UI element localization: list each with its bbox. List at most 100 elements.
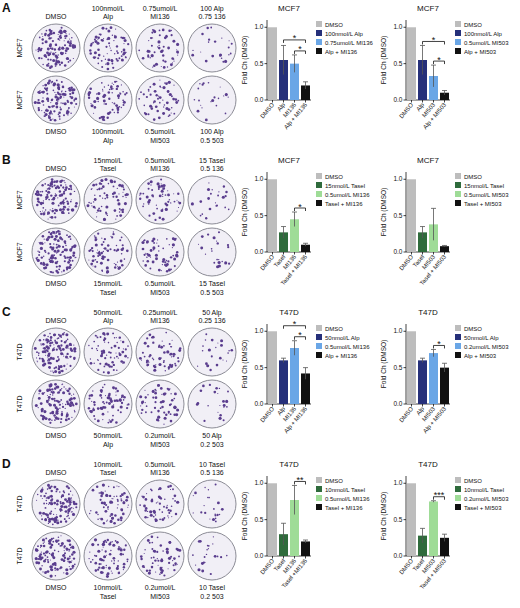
- colony: [105, 362, 108, 365]
- colony: [36, 204, 39, 207]
- colony: [34, 101, 37, 104]
- colony: [166, 238, 168, 240]
- colony: [95, 183, 97, 185]
- colony: [47, 191, 50, 194]
- colony: [122, 196, 124, 198]
- colony: [161, 394, 162, 395]
- colony: [169, 343, 171, 345]
- colony: [59, 208, 62, 211]
- colony: [48, 79, 51, 82]
- colony: [166, 260, 168, 262]
- colony: [73, 513, 75, 515]
- colony: [65, 249, 68, 252]
- colony: [168, 81, 171, 84]
- colony: [97, 249, 98, 250]
- plate: [136, 228, 184, 276]
- colony: [207, 405, 209, 407]
- colony: [61, 81, 63, 83]
- colony: [124, 258, 126, 260]
- colony: [161, 66, 162, 67]
- colony: [153, 30, 156, 33]
- plate: [32, 24, 80, 72]
- colony: [51, 411, 54, 414]
- colony: [218, 261, 221, 264]
- colony: [73, 348, 76, 351]
- colony: [68, 418, 70, 420]
- colony: [165, 107, 168, 110]
- colony: [56, 80, 58, 82]
- plate-label: 0.5 503: [200, 137, 223, 144]
- colony: [103, 38, 104, 39]
- colony: [215, 387, 218, 390]
- colony: [205, 362, 208, 365]
- colony: [222, 61, 224, 63]
- colony: [104, 238, 106, 240]
- colony: [117, 261, 118, 262]
- colony: [54, 550, 56, 552]
- colony: [55, 65, 57, 67]
- colony: [103, 251, 104, 252]
- colony: [49, 261, 50, 262]
- colony: [44, 242, 45, 243]
- colony: [171, 107, 173, 109]
- colony: [149, 333, 152, 336]
- colony: [173, 406, 176, 409]
- colony: [125, 56, 127, 58]
- colony: [55, 56, 56, 57]
- colony: [49, 565, 52, 568]
- colony: [56, 233, 57, 234]
- colony: [142, 260, 144, 262]
- colony: [57, 180, 58, 181]
- colony: [107, 371, 110, 374]
- colony: [104, 120, 106, 122]
- colony: [119, 214, 122, 217]
- colony: [209, 384, 211, 386]
- colony: [62, 187, 64, 189]
- colony: [43, 104, 45, 106]
- colony: [64, 102, 67, 105]
- colony: [51, 185, 53, 187]
- colony: [53, 414, 56, 417]
- colony: [121, 253, 123, 255]
- colony: [38, 107, 40, 109]
- colony: [101, 66, 103, 68]
- colony: [73, 347, 76, 350]
- colony: [175, 365, 177, 367]
- colony: [62, 251, 63, 252]
- colony: [115, 391, 116, 392]
- colony: [37, 193, 40, 196]
- colony: [59, 491, 61, 493]
- colony: [156, 205, 157, 206]
- colony: [122, 244, 124, 246]
- colony: [158, 363, 161, 366]
- colony: [172, 247, 173, 248]
- colony: [216, 364, 219, 367]
- colony: [91, 188, 92, 189]
- colony: [126, 407, 128, 409]
- colony: [68, 188, 70, 190]
- colony: [139, 194, 140, 195]
- colony: [108, 42, 110, 44]
- colony: [42, 350, 45, 353]
- plate-label: MI503: [150, 289, 170, 296]
- colony: [159, 30, 161, 32]
- colony: [106, 401, 108, 403]
- colony: [119, 399, 122, 402]
- colony: [50, 391, 52, 393]
- colony: [96, 348, 97, 349]
- colony: [108, 393, 111, 396]
- colony: [100, 179, 103, 182]
- colony: [176, 51, 179, 54]
- colony: [54, 419, 56, 421]
- colony: [44, 84, 47, 87]
- colony: [178, 207, 179, 208]
- colony: [191, 202, 194, 205]
- colony: [47, 516, 49, 518]
- colony: [49, 199, 50, 200]
- colony: [106, 355, 107, 356]
- colony: [49, 345, 51, 347]
- colony: [160, 50, 163, 53]
- colony: [93, 113, 94, 114]
- colony: [122, 363, 123, 364]
- colony: [53, 243, 55, 245]
